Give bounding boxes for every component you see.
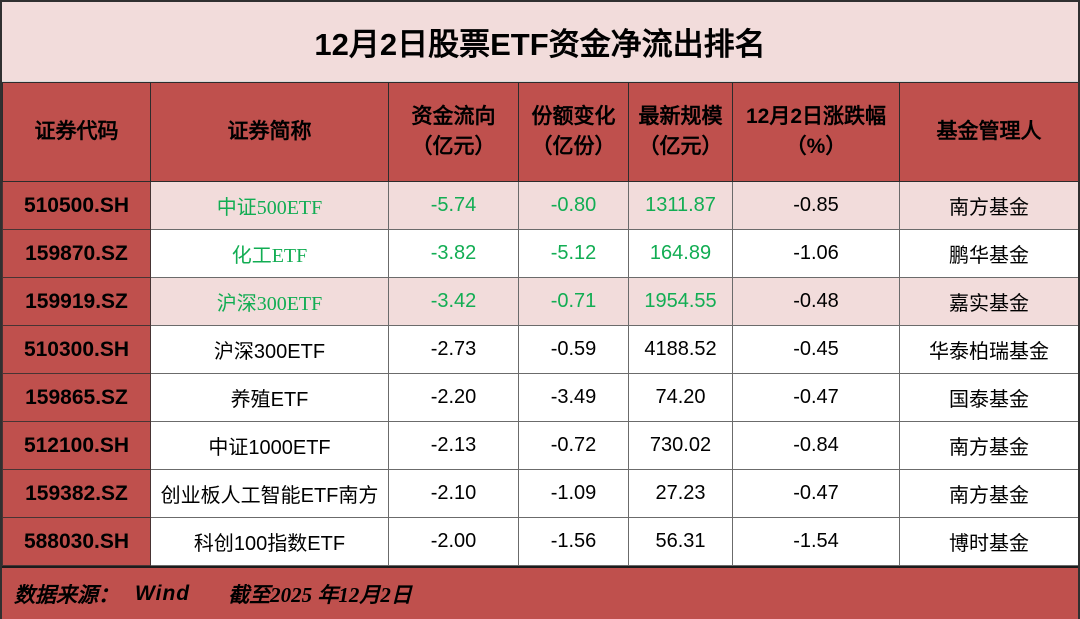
cell-share-change: -5.12 bbox=[518, 229, 629, 278]
table-header: 证券代码 证券简称 资金流向 （亿元） 份额变化 （亿份） 最新规模 （ bbox=[2, 82, 1078, 182]
cell-flow: -3.42 bbox=[388, 277, 519, 326]
cell-change-pct: -0.47 bbox=[732, 373, 900, 422]
cell-share-change: -0.72 bbox=[518, 421, 629, 470]
cell-manager: 南方基金 bbox=[899, 469, 1078, 518]
cell-scale: 164.89 bbox=[628, 229, 733, 278]
page-title: 12月2日股票ETF资金净流出排名 bbox=[2, 2, 1078, 82]
col-header-scale: 最新规模 （亿元） bbox=[628, 82, 733, 182]
cell-change-pct: -1.06 bbox=[732, 229, 900, 278]
col-header-share-change: 份额变化 （亿份） bbox=[518, 82, 629, 182]
cell-flow: -2.00 bbox=[388, 517, 519, 566]
as-of-date: 截至2025 年12月2日 bbox=[228, 582, 412, 607]
cell-name: 科创100指数ETF bbox=[150, 517, 389, 566]
cell-name: 中证1000ETF bbox=[150, 421, 389, 470]
cell-share-change: -0.71 bbox=[518, 277, 629, 326]
cell-flow: -2.20 bbox=[388, 373, 519, 422]
cell-code: 588030.SH bbox=[2, 517, 151, 566]
cell-share-change: -3.49 bbox=[518, 373, 629, 422]
cell-code: 159865.SZ bbox=[2, 373, 151, 422]
cell-scale: 56.31 bbox=[628, 517, 733, 566]
col-header-line: 证券代码 bbox=[34, 119, 119, 143]
etf-outflow-table: 证券代码 证券简称 资金流向 （亿元） 份额变化 （亿份） 最新规模 （ bbox=[2, 82, 1078, 566]
cell-change-pct: -1.54 bbox=[732, 517, 900, 566]
cell-scale: 4188.52 bbox=[628, 325, 733, 374]
col-header-code: 证券代码 bbox=[2, 82, 151, 182]
cell-name: 沪深300ETF bbox=[150, 325, 389, 374]
cell-manager: 南方基金 bbox=[899, 181, 1078, 230]
cell-flow: -2.13 bbox=[388, 421, 519, 470]
table-row: 159919.SZ 沪深300ETF -3.42 -0.71 1954.55 -0.48 嘉… bbox=[2, 277, 1078, 326]
col-header-line: 最新规模 bbox=[638, 104, 723, 128]
data-source-value: Wind bbox=[135, 581, 191, 605]
cell-change-pct: -0.85 bbox=[732, 181, 900, 230]
col-header-manager: 基金管理人 bbox=[899, 82, 1078, 182]
cell-code: 159382.SZ bbox=[2, 469, 151, 518]
cell-scale: 730.02 bbox=[628, 421, 733, 470]
cell-share-change: -1.56 bbox=[518, 517, 629, 566]
cell-flow: -3.82 bbox=[388, 229, 519, 278]
table-body: 510500.SH 中证500ETF -5.74 -0.80 1311.87 -0.85 南… bbox=[2, 181, 1078, 566]
cell-manager: 南方基金 bbox=[899, 421, 1078, 470]
table-row: 159382.SZ 创业板人工智能ETF南方 -2.10 -1.09 27.23 -0.4… bbox=[2, 469, 1078, 518]
cell-manager: 国泰基金 bbox=[899, 373, 1078, 422]
col-header-change-pct: 12月2日涨跌幅 （%） bbox=[732, 82, 900, 182]
table-row: 588030.SH 科创100指数ETF -2.00 -1.56 56.31 -1.54 博… bbox=[2, 517, 1078, 566]
col-header-line: （亿份） bbox=[531, 135, 616, 158]
col-header-line: 资金流向 bbox=[411, 104, 496, 128]
cell-scale: 1311.87 bbox=[628, 181, 733, 230]
cell-share-change: -0.59 bbox=[518, 325, 629, 374]
cell-name: 沪深300ETF bbox=[150, 277, 389, 326]
cell-scale: 27.23 bbox=[628, 469, 733, 518]
table-row: 510300.SH 沪深300ETF -2.73 -0.59 4188.52 -0.45 华… bbox=[2, 325, 1078, 374]
col-header-line: 基金管理人 bbox=[936, 119, 1042, 143]
cell-code: 510500.SH bbox=[2, 181, 151, 230]
cell-code: 510300.SH bbox=[2, 325, 151, 374]
cell-manager: 嘉实基金 bbox=[899, 277, 1078, 326]
col-header-line: （%） bbox=[785, 135, 847, 158]
cell-flow: -5.74 bbox=[388, 181, 519, 230]
cell-name: 中证500ETF bbox=[150, 181, 389, 230]
col-header-line: 12月2日涨跌幅 bbox=[745, 104, 887, 128]
cell-scale: 1954.55 bbox=[628, 277, 733, 326]
cell-change-pct: -0.84 bbox=[732, 421, 900, 470]
table-row: 512100.SH 中证1000ETF -2.13 -0.72 730.02 -0.84 南… bbox=[2, 421, 1078, 470]
table-footer: 数据来源： Wind 截至2025 年12月2日 bbox=[2, 566, 1078, 619]
cell-change-pct: -0.47 bbox=[732, 469, 900, 518]
col-header-line: 份额变化 bbox=[531, 104, 616, 128]
cell-name: 创业板人工智能ETF南方 bbox=[150, 469, 389, 518]
table-row: 159870.SZ 化工ETF -3.82 -5.12 164.89 -1.06 鹏华基金 bbox=[2, 229, 1078, 278]
col-header-line: （亿元） bbox=[638, 135, 723, 158]
col-header-flow: 资金流向 （亿元） bbox=[388, 82, 519, 182]
col-header-line: （亿元） bbox=[411, 135, 496, 158]
col-header-name: 证券简称 bbox=[150, 82, 389, 182]
cell-manager: 博时基金 bbox=[899, 517, 1078, 566]
cell-name: 养殖ETF bbox=[150, 373, 389, 422]
table-row: 510500.SH 中证500ETF -5.74 -0.80 1311.87 -0.85 南… bbox=[2, 181, 1078, 230]
cell-share-change: -1.09 bbox=[518, 469, 629, 518]
cell-scale: 74.20 bbox=[628, 373, 733, 422]
cell-flow: -2.10 bbox=[388, 469, 519, 518]
cell-code: 159870.SZ bbox=[2, 229, 151, 278]
cell-code: 512100.SH bbox=[2, 421, 151, 470]
cell-manager: 华泰柏瑞基金 bbox=[899, 325, 1078, 374]
cell-change-pct: -0.48 bbox=[732, 277, 900, 326]
table-header-row: 证券代码 证券简称 资金流向 （亿元） 份额变化 （亿份） 最新规模 （ bbox=[2, 82, 1078, 182]
cell-name: 化工ETF bbox=[150, 229, 389, 278]
cell-share-change: -0.80 bbox=[518, 181, 629, 230]
cell-change-pct: -0.45 bbox=[732, 325, 900, 374]
cell-flow: -2.73 bbox=[388, 325, 519, 374]
cell-manager: 鹏华基金 bbox=[899, 229, 1078, 278]
col-header-line: 证券简称 bbox=[227, 119, 312, 143]
table-row: 159865.SZ 养殖ETF -2.20 -3.49 74.20 -0.47 国泰基金 bbox=[2, 373, 1078, 422]
data-source-label: 数据来源： bbox=[14, 582, 119, 607]
cell-code: 159919.SZ bbox=[2, 277, 151, 326]
